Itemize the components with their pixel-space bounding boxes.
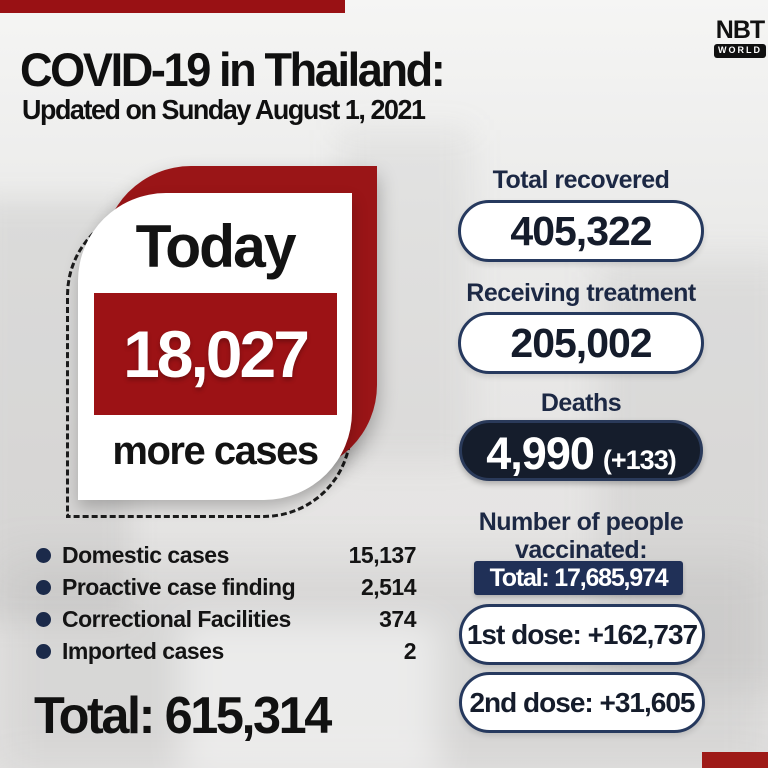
total-recovered-pill: 405,322 xyxy=(458,200,704,262)
top-red-bar xyxy=(0,0,345,13)
bullet-icon xyxy=(36,547,51,563)
vaccination-heading: Number of people vaccinated: xyxy=(478,508,684,564)
deaths-value: 4,990 xyxy=(486,428,595,479)
second-dose-pill: 2nd dose: +31,605 xyxy=(459,672,705,733)
page-title: COVID-19 in Thailand: xyxy=(20,43,446,96)
breakdown-label: Correctional Facilities xyxy=(62,605,291,632)
page-subtitle: Updated on Sunday August 1, 2021 xyxy=(22,94,426,125)
today-new-cases-value: 18,027 xyxy=(123,317,310,391)
list-item: Domestic cases 15,137 xyxy=(36,539,417,571)
breakdown-value: 2,514 xyxy=(360,573,417,600)
deaths-label: Deaths xyxy=(540,389,622,417)
bullet-icon xyxy=(36,611,51,627)
total-recovered-value: 405,322 xyxy=(510,207,652,254)
today-value-box: 18,027 xyxy=(93,293,337,415)
receiving-treatment-value: 205,002 xyxy=(510,319,652,366)
breakdown-label: Domestic cases xyxy=(62,541,229,568)
logo-world-badge: WORLD xyxy=(714,44,766,58)
list-item: Imported cases 2 xyxy=(36,635,417,667)
deaths-delta: (+133) xyxy=(602,445,677,475)
grand-total: Total: 615,314 xyxy=(34,687,332,745)
case-breakdown-list: Domestic cases 15,137 Proactive case fin… xyxy=(36,539,417,667)
vaccination-total-box: Total: 17,685,974 xyxy=(474,561,683,595)
breakdown-value: 374 xyxy=(379,605,416,632)
second-dose-value: 2nd dose: +31,605 xyxy=(469,686,695,718)
logo-nbt-text: NBT xyxy=(715,16,765,44)
breakdown-label: Imported cases xyxy=(62,637,224,664)
first-dose-value: 1st dose: +162,737 xyxy=(466,618,698,650)
breakdown-value: 2 xyxy=(403,637,417,664)
deaths-pill: 4,990 (+133) xyxy=(459,420,703,481)
nbt-world-logo: NBT WORLD xyxy=(714,18,766,58)
receiving-treatment-label: Receiving treatment xyxy=(466,279,696,307)
list-item: Proactive case finding 2,514 xyxy=(36,571,417,603)
receiving-treatment-pill: 205,002 xyxy=(458,312,704,374)
first-dose-pill: 1st dose: +162,737 xyxy=(459,604,705,665)
today-card: Today 18,027 more cases xyxy=(78,193,352,500)
bottom-right-red-bar xyxy=(702,752,768,768)
list-item: Correctional Facilities 374 xyxy=(36,603,416,635)
total-recovered-label: Total recovered xyxy=(492,166,670,194)
today-caption: more cases xyxy=(112,429,319,473)
breakdown-value: 15,137 xyxy=(348,541,417,568)
today-label: Today xyxy=(135,213,296,280)
bullet-icon xyxy=(36,643,51,659)
breakdown-label: Proactive case finding xyxy=(62,573,296,600)
bullet-icon xyxy=(36,579,51,595)
